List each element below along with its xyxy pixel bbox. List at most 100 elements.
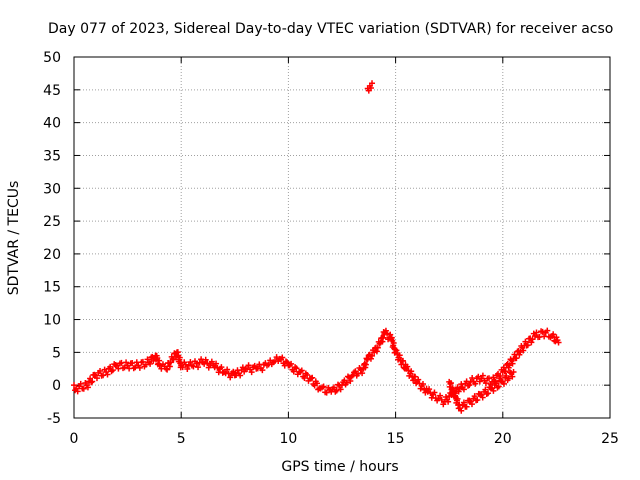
data-point (533, 329, 540, 336)
x-tick-label: 20 (494, 431, 512, 447)
y-tick-label: -5 (47, 411, 61, 427)
data-point (282, 358, 289, 365)
data-point (500, 380, 507, 387)
data-point (513, 355, 520, 362)
data-point (323, 389, 330, 396)
data-point (412, 373, 419, 380)
plot-frame (73, 56, 611, 419)
data-point (304, 372, 311, 379)
data-point (553, 334, 560, 341)
data-point (230, 368, 237, 375)
data-point (369, 80, 376, 87)
data-point (309, 374, 316, 381)
data-point (208, 358, 215, 365)
data-point (555, 339, 562, 346)
data-point (510, 369, 517, 376)
data-point (359, 370, 366, 377)
data-point (330, 384, 337, 391)
y-tick-label: 40 (43, 116, 61, 132)
data-point (147, 360, 154, 367)
data-point (454, 395, 461, 402)
data-point (124, 362, 131, 369)
data-point (479, 394, 486, 401)
data-point (298, 367, 305, 374)
data-point (369, 352, 376, 359)
data-point (544, 327, 551, 334)
data-point (333, 387, 340, 394)
data-point (493, 380, 500, 387)
data-point (404, 363, 411, 370)
data-point (129, 360, 136, 367)
data-point (482, 380, 489, 387)
data-point (419, 380, 426, 387)
data-point (455, 388, 462, 395)
x-tick-label: 10 (279, 431, 297, 447)
data-point (539, 328, 546, 335)
data-point (410, 377, 417, 384)
data-point (524, 342, 531, 349)
y-tick-label: 50 (43, 50, 61, 66)
data-point (509, 373, 516, 380)
data-point (107, 363, 114, 370)
data-point (408, 368, 415, 375)
data-point (87, 375, 94, 382)
data-point (113, 362, 120, 369)
data-point (184, 365, 191, 372)
data-points (71, 80, 562, 414)
data-point (84, 384, 91, 391)
data-point (471, 393, 478, 400)
data-point (485, 390, 492, 397)
data-point (458, 407, 465, 414)
data-point (447, 380, 454, 387)
data-point (97, 368, 104, 375)
data-point (74, 388, 81, 395)
data-point (288, 360, 295, 367)
axis-ticks: -5 0 5 10 15 20 25 30 35 40 45 50 0 5 10 15 20 25 (43, 50, 619, 447)
data-point (393, 347, 400, 354)
data-point (479, 372, 486, 379)
data-point (176, 354, 183, 361)
data-point (396, 352, 403, 359)
data-point (466, 382, 473, 389)
data-point (71, 382, 77, 389)
y-tick-label: 15 (43, 280, 61, 296)
data-point (100, 372, 107, 379)
chart-title: Day 077 of 2023, Sidereal Day-to-day VTE… (48, 21, 613, 37)
data-point (273, 354, 280, 361)
data-point (104, 371, 111, 378)
data-point (163, 365, 170, 372)
y-tick-label: 45 (43, 83, 61, 99)
x-tick-label: 15 (387, 431, 405, 447)
data-point (463, 403, 470, 410)
data-point (320, 383, 327, 390)
data-point (460, 399, 467, 406)
data-point (405, 367, 412, 374)
data-point (380, 334, 387, 341)
data-point (337, 386, 344, 393)
data-point (522, 338, 529, 345)
data-point (490, 387, 497, 394)
data-point (520, 347, 527, 354)
y-tick-label: 25 (43, 214, 61, 230)
data-point (486, 375, 493, 382)
data-point (179, 364, 186, 371)
data-point (290, 368, 297, 375)
data-point (205, 364, 212, 371)
data-point (218, 364, 225, 371)
data-point (516, 351, 523, 358)
y-tick-label: 30 (43, 181, 61, 197)
x-tick-label: 25 (601, 431, 619, 447)
data-point (468, 401, 475, 408)
data-point (293, 365, 300, 372)
data-point (417, 385, 424, 392)
data-point (450, 386, 457, 393)
data-point (509, 360, 516, 367)
data-point (475, 373, 482, 380)
data-point (166, 363, 173, 370)
data-point (445, 398, 452, 405)
data-point (164, 366, 171, 373)
data-point (505, 375, 512, 382)
data-point (109, 367, 116, 374)
data-point (495, 383, 502, 390)
